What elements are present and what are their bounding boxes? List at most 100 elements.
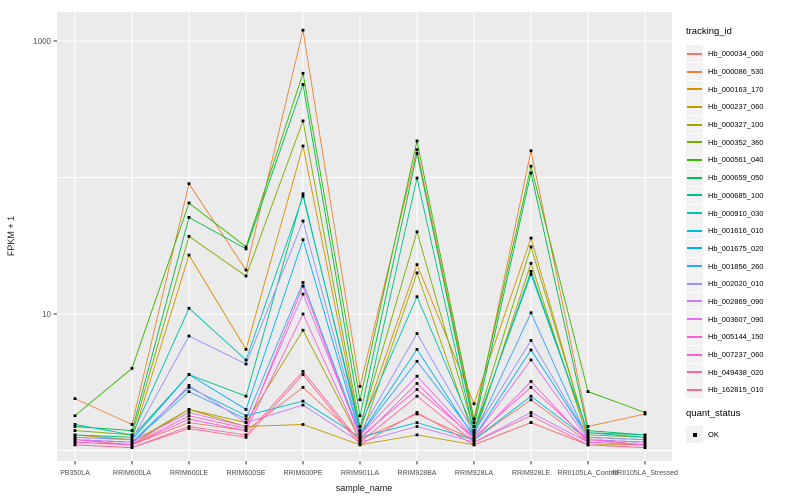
legend-item-label: Hb_162815_010 (708, 385, 764, 395)
data-point (643, 440, 647, 444)
data-point (358, 438, 362, 442)
data-point (358, 425, 362, 428)
data-point (301, 373, 305, 376)
legend-item-label: Hb_002869_090 (708, 296, 764, 306)
data-point (358, 435, 362, 439)
data-point (130, 438, 134, 442)
data-point (358, 385, 362, 388)
data-point (415, 433, 419, 437)
data-point (244, 427, 248, 430)
legend-key-swatch (686, 346, 703, 364)
data-point (358, 443, 362, 447)
legend-key-swatch (686, 133, 703, 151)
data-point (301, 83, 305, 86)
data-point (529, 270, 533, 273)
data-point (244, 421, 248, 424)
legend-item-label: Hb_001675_020 (708, 243, 764, 253)
legend-item-label: Hb_001616_010 (708, 226, 764, 236)
x-tick-label: RRIM600PE (284, 470, 323, 477)
legend-item-Hb_162815_010: Hb_162815_010 (686, 381, 798, 399)
data-point (301, 194, 305, 198)
legend-key-swatch (686, 328, 703, 346)
data-point (244, 417, 248, 421)
legend-key-line-icon (687, 158, 702, 161)
legend-item-label: Hb_000034_060 (708, 49, 764, 59)
x-tick-label: RRIM600SE (227, 470, 266, 477)
data-point (529, 386, 533, 389)
data-point (529, 273, 533, 276)
legend-key-swatch (686, 80, 703, 98)
legend-item-label: Hb_049438_020 (708, 367, 764, 377)
data-point (586, 440, 590, 444)
legend-key-line-icon (687, 70, 702, 73)
data-point (244, 245, 248, 249)
legend-item-ok: OK (686, 426, 798, 443)
data-point (358, 431, 362, 435)
data-point (301, 292, 305, 296)
x-tick-label: RRIM600LE (170, 470, 208, 477)
data-point (244, 435, 248, 439)
data-point (301, 238, 305, 242)
legend-item-label: Hb_001856_260 (708, 261, 764, 271)
legend-key-swatch (686, 275, 703, 293)
x-tick-label: RRII105LA_Stressed (612, 470, 678, 477)
legend-key-line-icon (687, 194, 702, 197)
data-point (301, 281, 305, 284)
data-point (415, 295, 419, 299)
data-point (244, 358, 248, 362)
data-point (187, 182, 191, 186)
y-tick-label: 1000 (33, 37, 51, 46)
legend-rows: Hb_000034_060 Hb_000086_530 Hb_000163_170 H… (686, 45, 798, 399)
data-point (187, 386, 191, 389)
data-point (358, 429, 362, 432)
legend-key-line-icon (687, 141, 702, 144)
legend-item-Hb_000561_040: Hb_000561_040 (686, 151, 798, 169)
data-point (415, 425, 419, 428)
data-point (244, 362, 248, 366)
data-point (643, 446, 647, 449)
legend-key-swatch (686, 63, 703, 81)
data-point (529, 245, 533, 249)
x-tick-label: RRIM600LA (113, 470, 151, 477)
data-point (529, 398, 533, 402)
data-point (301, 219, 305, 223)
quant-status-legend: quant_status OK (686, 408, 798, 443)
legend-item-label: Hb_000086_530 (708, 67, 764, 77)
data-point (244, 394, 248, 398)
data-point (301, 386, 305, 389)
data-point (415, 382, 419, 385)
data-point (301, 328, 305, 332)
data-point (187, 334, 191, 338)
data-point (244, 425, 248, 428)
legend-item-label: Hb_000163_170 (708, 84, 764, 94)
data-point (586, 438, 590, 442)
data-point (586, 433, 590, 437)
data-point (187, 411, 191, 414)
data-point (187, 384, 191, 387)
legend-item-Hb_000352_360: Hb_000352_360 (686, 133, 798, 151)
data-point (301, 28, 305, 32)
data-point (529, 348, 533, 352)
legend-item-Hb_000237_060: Hb_000237_060 (686, 98, 798, 116)
data-point (187, 414, 191, 418)
data-point (301, 370, 305, 373)
legend-key-swatch (686, 45, 703, 63)
legend-item-Hb_000163_170: Hb_000163_170 (686, 80, 798, 98)
legend-item-label: Hb_000910_030 (708, 208, 764, 218)
data-point (73, 429, 77, 432)
legend-key-swatch (686, 116, 703, 134)
data-point (415, 148, 419, 151)
quant-legend-key (686, 426, 703, 443)
legend-item-Hb_007237_060: Hb_007237_060 (686, 346, 798, 364)
data-point (73, 438, 77, 442)
data-point (643, 435, 647, 439)
legend-key-swatch (686, 98, 703, 116)
x-tick-label: PB350LA (60, 470, 90, 477)
data-point (358, 433, 362, 437)
data-point (301, 119, 305, 123)
data-point (73, 414, 77, 418)
data-point (529, 380, 533, 383)
data-point (529, 394, 533, 398)
legend-key-line-icon (687, 300, 702, 303)
